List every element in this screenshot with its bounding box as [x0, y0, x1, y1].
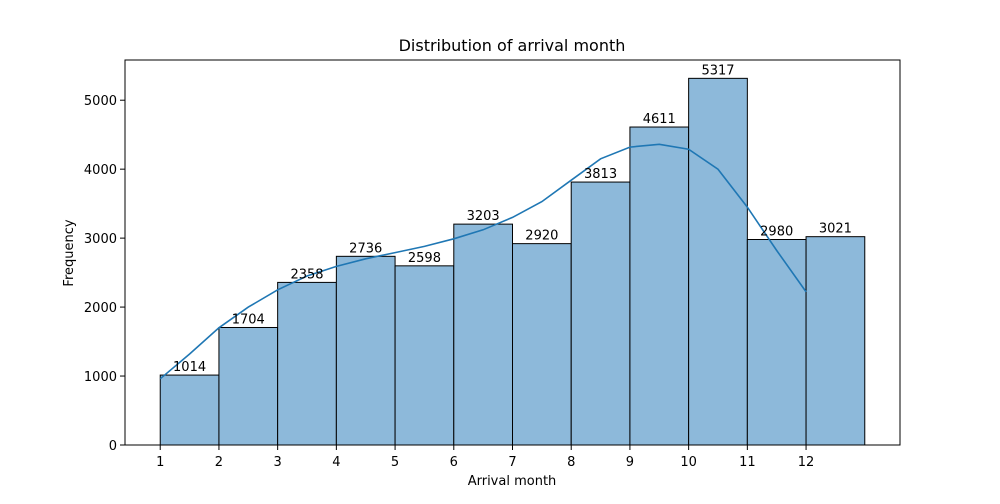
x-tick-label: 8 [567, 455, 575, 470]
x-tick-label: 12 [798, 455, 815, 470]
bar-value-label: 3021 [819, 222, 852, 237]
x-tick-label: 7 [508, 455, 516, 470]
x-axis-title: Arrival month [468, 474, 557, 489]
x-tick-label: 2 [215, 455, 223, 470]
bar-value-label: 1704 [232, 312, 265, 327]
x-tick-label: 3 [274, 455, 282, 470]
y-axis-title: Frequency [62, 219, 77, 286]
histogram-bar [159, 374, 220, 446]
x-tick-label: 5 [391, 455, 399, 470]
bar-value-label: 1014 [173, 360, 206, 375]
data-labels-layer: 1014 1704 2358 2736 2598 3203 2920 3813 4611 5317… [173, 63, 852, 375]
y-tick-label: 2000 [84, 301, 117, 316]
x-tick-label: 6 [450, 455, 458, 470]
kde-curve [159, 143, 807, 380]
x-tick-label: 4 [332, 455, 340, 470]
bar-value-label: 2980 [760, 225, 793, 240]
bar-value-label: 2920 [525, 229, 558, 244]
histogram-bar [335, 255, 396, 446]
bar-value-label: 2598 [408, 251, 441, 266]
y-tick-label: 1000 [84, 370, 117, 385]
histogram-bar [805, 236, 866, 446]
histogram-bar [746, 239, 807, 446]
y-tick-label: 0 [109, 439, 117, 454]
bar-value-label: 2736 [349, 241, 382, 256]
bar-value-label: 3813 [584, 167, 617, 182]
histogram-bar [218, 326, 279, 446]
x-tick-label: 9 [626, 455, 634, 470]
histogram-bar [394, 265, 455, 446]
y-tick-label: 4000 [84, 163, 117, 178]
bar-value-label: 5317 [701, 63, 734, 78]
y-tick-label: 3000 [84, 232, 117, 247]
histogram-bar [277, 281, 337, 446]
chart-title: Distribution of arrival month [399, 36, 626, 55]
histogram-bar [512, 243, 572, 446]
histogram-bar [629, 126, 690, 446]
bars-layer [159, 77, 866, 446]
x-tick-label: 11 [739, 455, 756, 470]
histogram-bar [453, 223, 513, 446]
y-tick-label: 5000 [84, 94, 117, 109]
kde-layer [159, 143, 807, 380]
histogram-bar [688, 77, 748, 446]
bar-value-label: 2358 [290, 267, 323, 282]
x-tick-label: 1 [156, 455, 164, 470]
bar-value-label: 3203 [467, 209, 500, 224]
bar-value-label: 4611 [643, 112, 676, 127]
histogram-bar [570, 181, 631, 446]
x-tick-label: 10 [680, 455, 697, 470]
